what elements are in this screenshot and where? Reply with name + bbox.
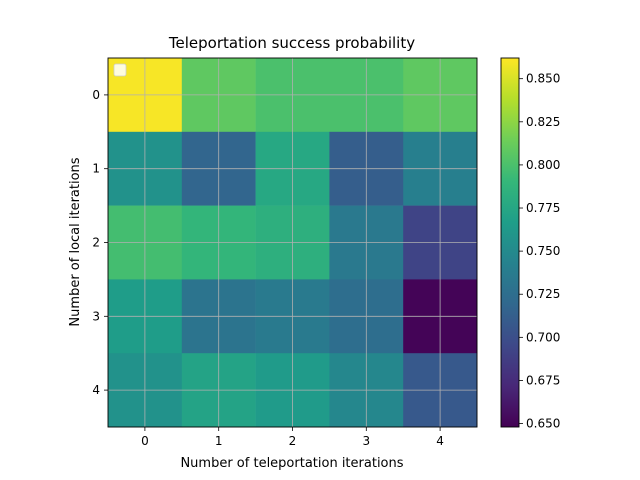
colorbar-tick-label: 0.700 — [526, 330, 560, 344]
y-tick-label: 3 — [92, 309, 100, 323]
grid-lines — [108, 58, 477, 427]
y-axis-label: Number of local iterations — [68, 157, 83, 326]
y-tick-label: 1 — [92, 162, 100, 176]
x-tick-label: 3 — [362, 434, 370, 448]
colorbar-tick-label: 0.775 — [526, 201, 560, 215]
colorbar-tick-label: 0.750 — [526, 244, 560, 258]
colorbar-tick-label: 0.825 — [526, 115, 560, 129]
x-tick-label: 1 — [215, 434, 223, 448]
legend-box — [113, 63, 127, 77]
colorbar-tick-label: 0.850 — [526, 72, 560, 86]
y-axis-ticks: 0 1 2 3 4 — [92, 88, 108, 397]
colorbar-tick-label: 0.800 — [526, 158, 560, 172]
y-tick-label: 2 — [92, 236, 100, 250]
y-tick-label: 4 — [92, 383, 100, 397]
x-axis-ticks: 0 1 2 3 4 — [141, 427, 444, 448]
x-tick-label: 2 — [289, 434, 297, 448]
colorbar — [500, 57, 520, 428]
y-tick-label: 0 — [92, 88, 100, 102]
colorbar-tick-label: 0.675 — [526, 373, 560, 387]
colorbar-ticks: 0.650 0.675 0.700 0.725 0.750 0.775 0.800 0.825… — [519, 72, 560, 431]
chart-title: Teleportation success probability — [168, 34, 415, 52]
x-axis-label: Number of teleportation iterations — [180, 456, 403, 471]
x-tick-label: 0 — [141, 434, 149, 448]
colorbar-tick-label: 0.650 — [526, 417, 560, 431]
colorbar-tick-label: 0.725 — [526, 287, 560, 301]
x-tick-label: 4 — [436, 434, 444, 448]
